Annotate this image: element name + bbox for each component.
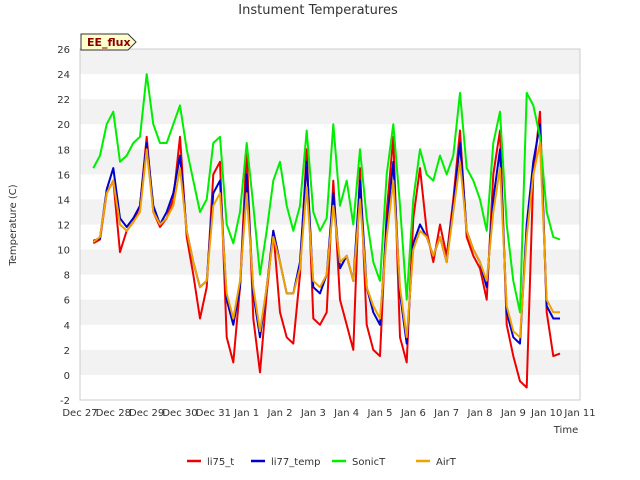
x-tick-label: Dec 28 [96, 408, 131, 419]
legend-label: SonicT [352, 457, 386, 468]
x-tick-label: Jan 7 [433, 408, 459, 419]
legend-label: li77_temp [271, 457, 320, 468]
grid-band [80, 299, 580, 325]
x-tick-label: Jan 9 [500, 408, 526, 419]
y-tick-label: 16 [57, 170, 70, 181]
y-tick-label: 24 [57, 70, 70, 81]
y-tick-label: 4 [64, 321, 70, 332]
y-tick-label: 0 [64, 371, 70, 382]
y-tick-label: 2 [64, 346, 70, 357]
x-tick-label: Jan 2 [267, 408, 293, 419]
x-tick-label: Jan 11 [563, 408, 595, 419]
plot-area [79, 48, 581, 401]
ee-flux-badge: EE_flux [80, 33, 137, 51]
x-tick-label: Jan 3 [300, 408, 326, 419]
series-lines [92, 73, 561, 389]
y-axis-label: Temperature (C) [8, 184, 19, 266]
y-tick-label: 20 [57, 120, 70, 131]
x-tick-label: Jan 5 [367, 408, 393, 419]
x-tick-label: Dec 30 [162, 408, 197, 419]
y-tick-label: 14 [57, 195, 70, 206]
y-tick-label: -2 [60, 396, 70, 407]
grid-band [80, 349, 580, 375]
legend: li75_t li77_temp SonicT AirT [187, 457, 457, 468]
legend-label: AirT [436, 457, 457, 468]
y-tick-label: 8 [64, 271, 70, 282]
x-tick-label: Jan 8 [467, 408, 493, 419]
x-tick-label: Dec 27 [62, 408, 97, 419]
y-tick-label: 18 [57, 145, 70, 156]
y-tick-label: 26 [57, 45, 70, 56]
y-tick-label: 12 [57, 221, 70, 232]
x-tick-label: Jan 6 [400, 408, 426, 419]
x-tick-label: Jan 1 [233, 408, 259, 419]
x-tick-label: Dec 31 [196, 408, 231, 419]
y-tick-label: 22 [57, 95, 70, 106]
legend-label: li75_t [207, 457, 234, 468]
grid-band [80, 99, 580, 125]
series-line-li75-t [92, 110, 561, 389]
x-tick-label: Jan 10 [530, 408, 562, 419]
y-tick-label: 10 [57, 246, 70, 257]
x-tick-label: Dec 29 [129, 408, 164, 419]
grid-band [80, 49, 580, 75]
x-axis-label: Time [553, 425, 578, 436]
series-line-airt [92, 142, 560, 339]
badge-label: EE_flux [87, 36, 131, 49]
y-tick-label: 6 [64, 296, 70, 307]
x-tick-label: Jan 4 [333, 408, 359, 419]
chart-title: Instument Temperatures [238, 3, 398, 18]
series-line-sonict [92, 73, 561, 314]
